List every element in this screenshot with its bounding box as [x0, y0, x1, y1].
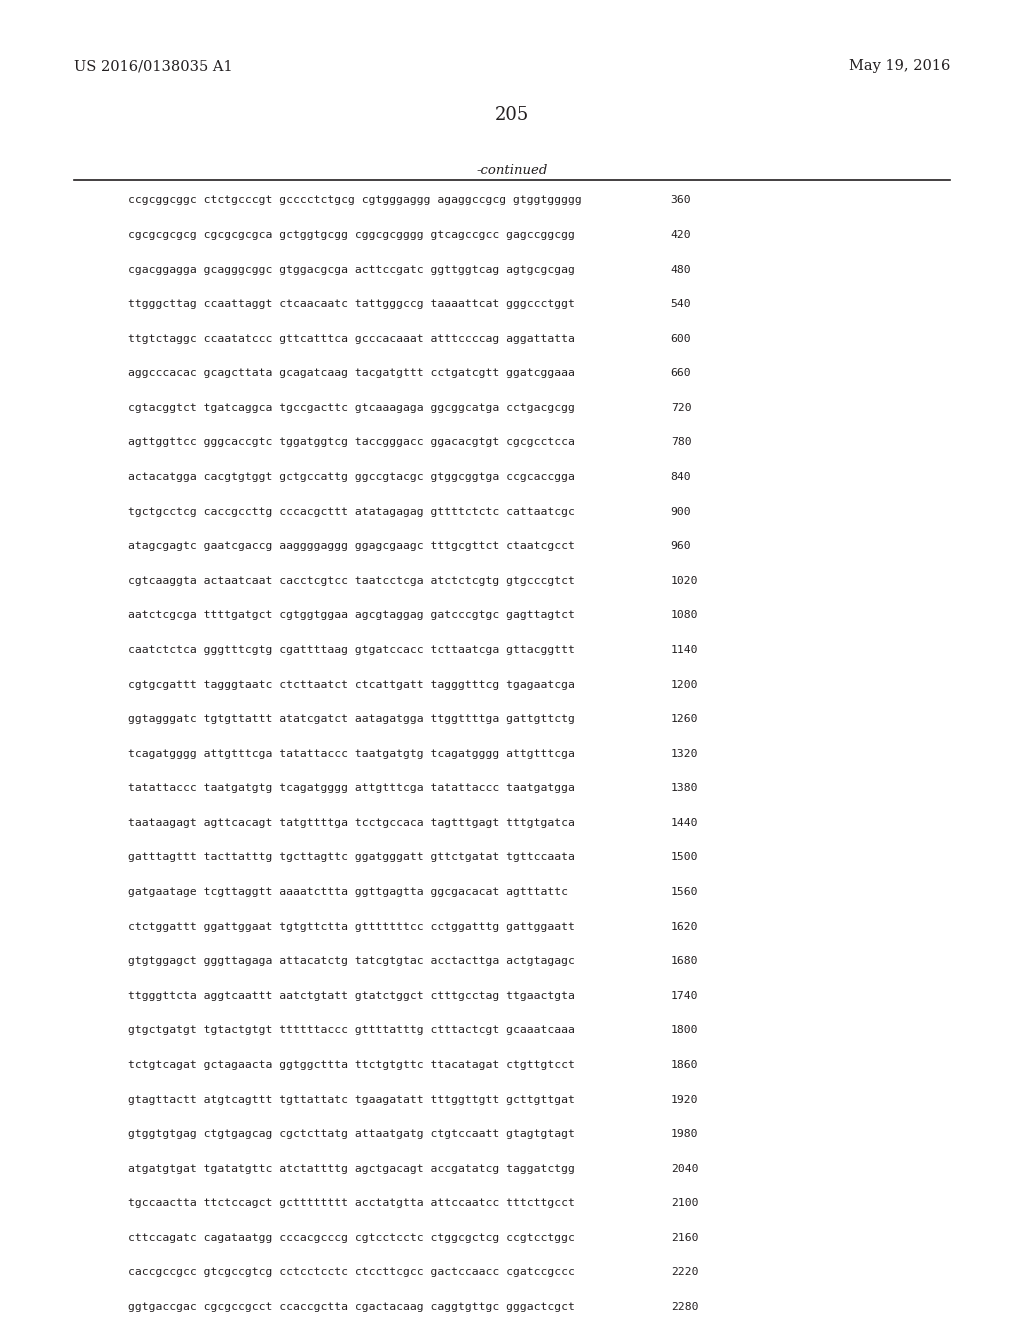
- Text: 1680: 1680: [671, 956, 698, 966]
- Text: cgtgcgattt tagggtaatc ctcttaatct ctcattgatt tagggtttcg tgagaatcga: cgtgcgattt tagggtaatc ctcttaatct ctcattg…: [128, 680, 574, 689]
- Text: 2040: 2040: [671, 1164, 698, 1173]
- Text: gtgtggagct gggttagaga attacatctg tatcgtgtac acctacttga actgtagagc: gtgtggagct gggttagaga attacatctg tatcgtg…: [128, 956, 574, 966]
- Text: aggcccacac gcagcttata gcagatcaag tacgatgttt cctgatcgtt ggatcggaaa: aggcccacac gcagcttata gcagatcaag tacgatg…: [128, 368, 574, 379]
- Text: 1260: 1260: [671, 714, 698, 725]
- Text: 1800: 1800: [671, 1026, 698, 1035]
- Text: ggtagggatc tgtgttattt atatcgatct aatagatgga ttggttttga gattgttctg: ggtagggatc tgtgttattt atatcgatct aatagat…: [128, 714, 574, 725]
- Text: tcagatgggg attgtttcga tatattaccc taatgatgtg tcagatgggg attgtttcga: tcagatgggg attgtttcga tatattaccc taatgat…: [128, 748, 574, 759]
- Text: ccgcggcggc ctctgcccgt gcccctctgcg cgtgggaggg agaggccgcg gtggtggggg: ccgcggcggc ctctgcccgt gcccctctgcg cgtggg…: [128, 195, 582, 206]
- Text: 1200: 1200: [671, 680, 698, 689]
- Text: 1740: 1740: [671, 991, 698, 1001]
- Text: atgatgtgat tgatatgttc atctattttg agctgacagt accgatatcg taggatctgg: atgatgtgat tgatatgttc atctattttg agctgac…: [128, 1164, 574, 1173]
- Text: tgctgcctcg caccgccttg cccacgcttt atatagagag gttttctctc cattaatcgc: tgctgcctcg caccgccttg cccacgcttt atataga…: [128, 507, 574, 516]
- Text: 1080: 1080: [671, 610, 698, 620]
- Text: 1980: 1980: [671, 1129, 698, 1139]
- Text: May 19, 2016: May 19, 2016: [849, 59, 950, 74]
- Text: caatctctca gggtttcgtg cgattttaag gtgatccacc tcttaatcga gttacggttt: caatctctca gggtttcgtg cgattttaag gtgatcc…: [128, 645, 574, 655]
- Text: 1500: 1500: [671, 853, 698, 862]
- Text: 1440: 1440: [671, 818, 698, 828]
- Text: ttgggttcta aggtcaattt aatctgtatt gtatctggct ctttgcctag ttgaactgta: ttgggttcta aggtcaattt aatctgtatt gtatctg…: [128, 991, 574, 1001]
- Text: 1620: 1620: [671, 921, 698, 932]
- Text: 1560: 1560: [671, 887, 698, 898]
- Text: cgtcaaggta actaatcaat cacctcgtcc taatcctcga atctctcgtg gtgcccgtct: cgtcaaggta actaatcaat cacctcgtcc taatcct…: [128, 576, 574, 586]
- Text: actacatgga cacgtgtggt gctgccattg ggccgtacgc gtggcggtga ccgcaccgga: actacatgga cacgtgtggt gctgccattg ggccgta…: [128, 473, 574, 482]
- Text: 2220: 2220: [671, 1267, 698, 1278]
- Text: ggtgaccgac cgcgccgcct ccaccgctta cgactacaag caggtgttgc gggactcgct: ggtgaccgac cgcgccgcct ccaccgctta cgactac…: [128, 1302, 574, 1312]
- Text: ctctggattt ggattggaat tgtgttctta gtttttttcc cctggatttg gattggaatt: ctctggattt ggattggaat tgtgttctta gtttttt…: [128, 921, 574, 932]
- Text: -continued: -continued: [476, 164, 548, 177]
- Text: 1860: 1860: [671, 1060, 698, 1071]
- Text: 600: 600: [671, 334, 691, 343]
- Text: 1320: 1320: [671, 748, 698, 759]
- Text: cgacggagga gcagggcggc gtggacgcga acttccgatc ggttggtcag agtgcgcgag: cgacggagga gcagggcggc gtggacgcga acttccg…: [128, 264, 574, 275]
- Text: gtagttactt atgtcagttt tgttattatc tgaagatatt tttggttgtt gcttgttgat: gtagttactt atgtcagttt tgttattatc tgaagat…: [128, 1094, 574, 1105]
- Text: 960: 960: [671, 541, 691, 552]
- Text: taataagagt agttcacagt tatgttttga tcctgccaca tagtttgagt tttgtgatca: taataagagt agttcacagt tatgttttga tcctgcc…: [128, 818, 574, 828]
- Text: ttgggcttag ccaattaggt ctcaacaatc tattgggccg taaaattcat gggccctggt: ttgggcttag ccaattaggt ctcaacaatc tattggg…: [128, 300, 574, 309]
- Text: 2100: 2100: [671, 1199, 698, 1208]
- Text: tctgtcagat gctagaacta ggtggcttta ttctgtgttc ttacatagat ctgttgtcct: tctgtcagat gctagaacta ggtggcttta ttctgtg…: [128, 1060, 574, 1071]
- Text: atagcgagtc gaatcgaccg aaggggaggg ggagcgaagc tttgcgttct ctaatcgcct: atagcgagtc gaatcgaccg aaggggaggg ggagcga…: [128, 541, 574, 552]
- Text: ttgtctaggc ccaatatccc gttcatttca gcccacaaat atttccccag aggattatta: ttgtctaggc ccaatatccc gttcatttca gcccaca…: [128, 334, 574, 343]
- Text: gatttagttt tacttatttg tgcttagttc ggatgggatt gttctgatat tgttccaata: gatttagttt tacttatttg tgcttagttc ggatggg…: [128, 853, 574, 862]
- Text: gtgctgatgt tgtactgtgt ttttttaccc gttttatttg ctttactcgt gcaaatcaaa: gtgctgatgt tgtactgtgt ttttttaccc gttttat…: [128, 1026, 574, 1035]
- Text: 1020: 1020: [671, 576, 698, 586]
- Text: 205: 205: [495, 106, 529, 124]
- Text: 720: 720: [671, 403, 691, 413]
- Text: 1380: 1380: [671, 783, 698, 793]
- Text: 780: 780: [671, 437, 691, 447]
- Text: gatgaatage tcgttaggtt aaaatcttta ggttgagtta ggcgacacat agtttattc: gatgaatage tcgttaggtt aaaatcttta ggttgag…: [128, 887, 568, 898]
- Text: 900: 900: [671, 507, 691, 516]
- Text: tgccaactta ttctccagct gctttttttt acctatgtta attccaatcc tttcttgcct: tgccaactta ttctccagct gctttttttt acctatg…: [128, 1199, 574, 1208]
- Text: 840: 840: [671, 473, 691, 482]
- Text: cgcgcgcgcg cgcgcgcgca gctggtgcgg cggcgcgggg gtcagccgcc gagccggcgg: cgcgcgcgcg cgcgcgcgca gctggtgcgg cggcgcg…: [128, 230, 574, 240]
- Text: 660: 660: [671, 368, 691, 379]
- Text: 360: 360: [671, 195, 691, 206]
- Text: US 2016/0138035 A1: US 2016/0138035 A1: [74, 59, 232, 74]
- Text: cgtacggtct tgatcaggca tgccgacttc gtcaaagaga ggcggcatga cctgacgcgg: cgtacggtct tgatcaggca tgccgacttc gtcaaag…: [128, 403, 574, 413]
- Text: agttggttcc gggcaccgtc tggatggtcg taccgggacc ggacacgtgt cgcgcctcca: agttggttcc gggcaccgtc tggatggtcg taccggg…: [128, 437, 574, 447]
- Text: 2160: 2160: [671, 1233, 698, 1243]
- Text: caccgccgcc gtcgccgtcg cctcctcctc ctccttcgcc gactccaacc cgatccgccc: caccgccgcc gtcgccgtcg cctcctcctc ctccttc…: [128, 1267, 574, 1278]
- Text: 540: 540: [671, 300, 691, 309]
- Text: gtggtgtgag ctgtgagcag cgctcttatg attaatgatg ctgtccaatt gtagtgtagt: gtggtgtgag ctgtgagcag cgctcttatg attaatg…: [128, 1129, 574, 1139]
- Text: 1920: 1920: [671, 1094, 698, 1105]
- Text: 420: 420: [671, 230, 691, 240]
- Text: 480: 480: [671, 264, 691, 275]
- Text: aatctcgcga ttttgatgct cgtggtggaa agcgtaggag gatcccgtgc gagttagtct: aatctcgcga ttttgatgct cgtggtggaa agcgtag…: [128, 610, 574, 620]
- Text: 2280: 2280: [671, 1302, 698, 1312]
- Text: 1140: 1140: [671, 645, 698, 655]
- Text: tatattaccc taatgatgtg tcagatgggg attgtttcga tatattaccc taatgatgga: tatattaccc taatgatgtg tcagatgggg attgttt…: [128, 783, 574, 793]
- Text: cttccagatc cagataatgg cccacgcccg cgtcctcctc ctggcgctcg ccgtcctggc: cttccagatc cagataatgg cccacgcccg cgtcctc…: [128, 1233, 574, 1243]
